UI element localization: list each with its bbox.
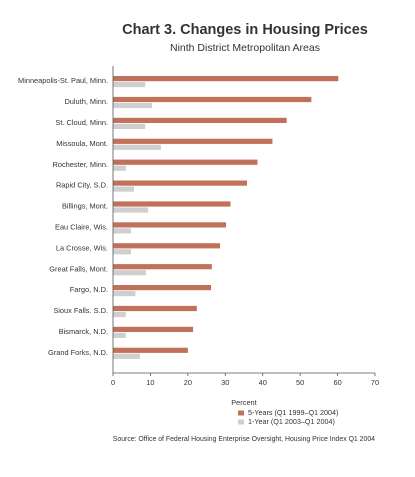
- bar-1yr-great-falls-mont: [113, 270, 146, 276]
- bar-5yr-billings-mont: [113, 201, 231, 207]
- bar-1yr-sioux-falls-s-d: [113, 311, 126, 318]
- chart-subtitle: Ninth District Metropolitan Areas: [170, 42, 320, 54]
- bar-5yr-fargo-n-d: [113, 285, 212, 291]
- bar-5yr-la-crosse-wis: [113, 243, 221, 249]
- legend-label-1yr: 1-Year (Q1 2003–Q1 2004): [248, 417, 335, 426]
- legend-label-5yr: 5-Years (Q1 1999–Q1 2004): [248, 408, 338, 417]
- x-tick-label-60: 60: [333, 378, 341, 387]
- category-label-minneapolis-st-paul-minn: Minneapolis-St. Paul, Minn.: [18, 76, 108, 85]
- bars-layer: [113, 76, 339, 359]
- category-label-missoula-mont: Missoula, Mont.: [56, 139, 108, 148]
- bar-1yr-rochester-minn: [113, 165, 126, 171]
- category-label-sioux-falls-s-d: Sioux Falls. S.D.: [53, 306, 108, 315]
- x-tick-label-70: 70: [371, 378, 379, 387]
- x-tick-label-0: 0: [111, 378, 115, 387]
- category-label-rapid-city-s-d: Rapid City, S.D.: [56, 181, 108, 190]
- bar-1yr-grand-forks-n-d: [113, 353, 140, 359]
- category-label-great-falls-mont: Great Falls, Mont.: [49, 264, 108, 273]
- bar-1yr-st-cloud-minn: [113, 123, 146, 129]
- bar-5yr-rapid-city-s-d: [113, 180, 247, 186]
- bar-1yr-missoula-mont: [113, 144, 161, 150]
- x-axis-title: Percent: [231, 398, 256, 407]
- legend: 5-Years (Q1 1999–Q1 2004)1-Year (Q1 2003…: [238, 408, 338, 426]
- chart-title: Chart 3. Changes in Housing Prices: [122, 22, 368, 38]
- x-tick-label-20: 20: [184, 378, 192, 387]
- bar-1yr-minneapolis-st-paul-minn: [113, 82, 146, 88]
- bar-5yr-st-cloud-minn: [113, 117, 287, 123]
- category-label-rochester-minn: Rochester, Minn.: [53, 160, 108, 169]
- x-tick-label-50: 50: [296, 378, 304, 387]
- bar-5yr-great-falls-mont: [113, 264, 212, 270]
- bar-5yr-duluth-minn: [113, 96, 312, 103]
- bar-5yr-sioux-falls-s-d: [113, 305, 197, 312]
- x-axis: 0 10 20 30 40 50 60 70: [111, 66, 379, 387]
- category-label-la-crosse-wis: La Crosse, Wis.: [56, 243, 108, 252]
- bar-1yr-la-crosse-wis: [113, 249, 131, 255]
- bar-5yr-eau-claire-wis: [113, 222, 227, 228]
- legend-swatch-5yr: [238, 410, 244, 416]
- bar-1yr-billings-mont: [113, 207, 149, 213]
- source-note: Source: Office of Federal Housing Enterp…: [113, 436, 375, 443]
- bar-1yr-eau-claire-wis: [113, 228, 131, 234]
- bar-5yr-minneapolis-st-paul-minn: [113, 76, 339, 82]
- bar-1yr-bismarck-n-d: [113, 332, 126, 338]
- bar-1yr-rapid-city-s-d: [113, 186, 134, 192]
- category-label-bismarck-n-d: Bismarck, N.D.: [59, 327, 108, 336]
- bar-5yr-grand-forks-n-d: [113, 347, 188, 353]
- category-labels: Minneapolis-St. Paul, Minn. Duluth, Minn.…: [18, 76, 108, 357]
- category-label-duluth-minn: Duluth, Minn.: [64, 97, 108, 106]
- bar-5yr-bismarck-n-d: [113, 326, 194, 332]
- category-label-fargo-n-d: Fargo, N.D.: [70, 285, 108, 294]
- category-label-billings-mont: Billings, Mont.: [62, 202, 108, 211]
- bar-5yr-missoula-mont: [113, 138, 273, 144]
- category-label-grand-forks-n-d: Grand Forks, N.D.: [48, 348, 108, 357]
- category-label-eau-claire-wis: Eau Claire, Wis.: [55, 223, 108, 232]
- legend-swatch-1yr: [238, 419, 244, 425]
- x-tick-label-40: 40: [259, 378, 267, 387]
- x-tick-label-10: 10: [146, 378, 154, 387]
- bar-1yr-fargo-n-d: [113, 291, 136, 297]
- bar-5yr-rochester-minn: [113, 159, 258, 165]
- bar-1yr-duluth-minn: [113, 102, 152, 109]
- x-tick-label-30: 30: [221, 378, 229, 387]
- category-label-st-cloud-minn: St. Cloud, Minn.: [55, 118, 108, 127]
